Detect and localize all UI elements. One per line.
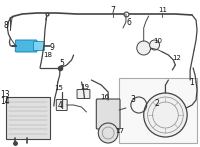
Text: 16: 16 [101,94,110,100]
FancyBboxPatch shape [96,99,120,129]
FancyBboxPatch shape [119,78,197,143]
FancyBboxPatch shape [15,40,37,52]
Text: 17: 17 [116,128,125,134]
FancyBboxPatch shape [77,90,90,98]
Text: 14: 14 [1,97,10,106]
Text: 12: 12 [172,55,181,61]
FancyBboxPatch shape [56,100,67,111]
FancyBboxPatch shape [34,41,44,51]
Text: 11: 11 [158,7,167,13]
Circle shape [150,40,160,50]
FancyBboxPatch shape [6,97,50,139]
Text: 1: 1 [189,77,193,86]
Text: 9: 9 [49,42,54,51]
Text: 18: 18 [43,52,52,58]
Text: 4: 4 [57,101,62,110]
Text: 19: 19 [80,84,89,90]
Circle shape [137,41,151,55]
Circle shape [98,123,118,143]
Text: 5: 5 [59,59,64,67]
Text: 8: 8 [3,20,8,30]
Text: 10: 10 [153,38,162,44]
Text: 6: 6 [126,17,131,26]
Text: 3: 3 [130,95,135,103]
Circle shape [144,93,187,137]
Text: 13: 13 [1,90,10,98]
Text: 2: 2 [154,100,159,108]
Text: 15: 15 [54,85,63,91]
Text: 7: 7 [111,5,116,15]
